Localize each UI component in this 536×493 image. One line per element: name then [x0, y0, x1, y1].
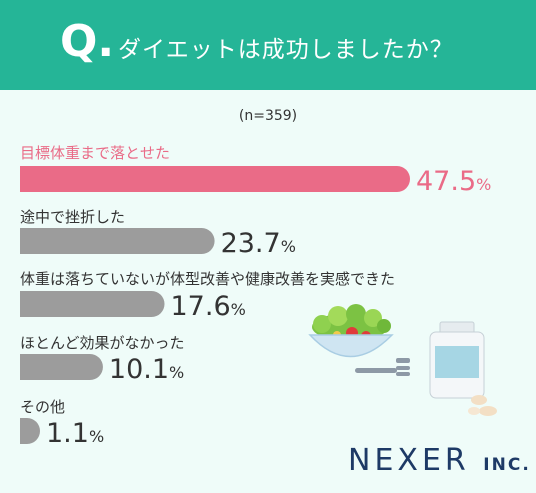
- category-label-3: ほとんど効果がなかった: [20, 334, 185, 352]
- question-title: ダイエットは成功しましたか？: [118, 37, 454, 63]
- value-label-2: 17.6%: [171, 291, 246, 322]
- value-label-1: 23.7%: [221, 228, 296, 259]
- question-mark: Q.: [60, 16, 115, 67]
- brand-name: NEXER: [348, 443, 470, 478]
- salad-and-supplement-illustration: [308, 304, 497, 416]
- sample-size-note: (n=359): [238, 108, 298, 124]
- bar-0: [20, 166, 410, 192]
- value-label-4: 1.1%: [46, 418, 104, 449]
- category-label-1: 途中で挫折した: [20, 208, 126, 226]
- bar-2: [20, 291, 165, 317]
- category-label-0: 目標体重まで落とせた: [20, 144, 171, 162]
- bar-3: [20, 354, 103, 380]
- brand-suffix: INC.: [483, 455, 531, 475]
- value-label-0: 47.5%: [416, 166, 491, 197]
- bar-1: [20, 228, 215, 254]
- value-label-3: 10.1%: [109, 354, 184, 385]
- question-header: Q. ダイエットは成功しましたか？: [0, 0, 536, 90]
- category-label-2: 体重は落ちていないが体型改善や健康改善を実感できた: [20, 270, 396, 288]
- company-logo: NEXER INC.: [348, 443, 531, 478]
- category-label-4: その他: [20, 398, 66, 416]
- bar-4: [20, 418, 40, 444]
